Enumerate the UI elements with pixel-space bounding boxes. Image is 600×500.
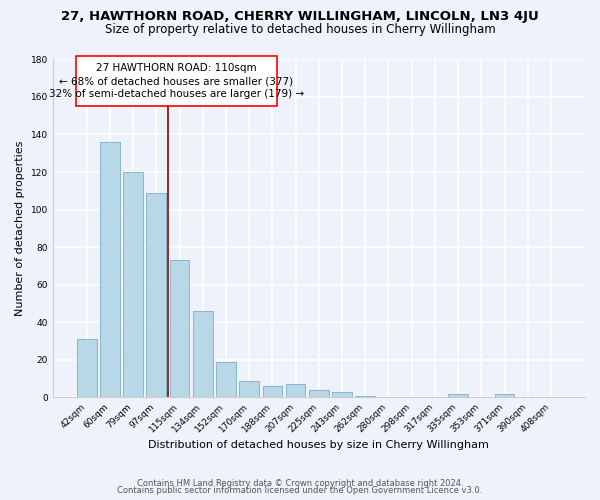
Bar (146, 192, 166, 398)
Text: 32% of semi-detached houses are larger (179) →: 32% of semi-detached houses are larger (… (49, 90, 304, 100)
FancyBboxPatch shape (76, 56, 277, 106)
Bar (494, 394, 514, 398)
Text: Contains public sector information licensed under the Open Government Licence v3: Contains public sector information licen… (118, 486, 482, 495)
Bar (170, 260, 190, 398)
Bar (123, 172, 143, 398)
Text: 27 HAWTHORN ROAD: 110sqm: 27 HAWTHORN ROAD: 110sqm (96, 64, 257, 74)
Text: ← 68% of detached houses are smaller (377): ← 68% of detached houses are smaller (37… (59, 77, 293, 87)
Bar (355, 396, 375, 398)
Bar (309, 390, 329, 398)
X-axis label: Distribution of detached houses by size in Cherry Willingham: Distribution of detached houses by size … (148, 440, 489, 450)
Bar (263, 386, 282, 398)
Bar (286, 384, 305, 398)
Text: Contains HM Land Registry data © Crown copyright and database right 2024.: Contains HM Land Registry data © Crown c… (137, 478, 463, 488)
Bar (239, 380, 259, 398)
Y-axis label: Number of detached properties: Number of detached properties (15, 140, 25, 316)
Bar (448, 394, 468, 398)
Bar (100, 142, 120, 398)
Text: 27, HAWTHORN ROAD, CHERRY WILLINGHAM, LINCOLN, LN3 4JU: 27, HAWTHORN ROAD, CHERRY WILLINGHAM, LI… (61, 10, 539, 23)
Bar (193, 311, 212, 398)
Bar (77, 339, 97, 398)
Text: Size of property relative to detached houses in Cherry Willingham: Size of property relative to detached ho… (104, 22, 496, 36)
Bar (216, 362, 236, 398)
Bar (332, 392, 352, 398)
